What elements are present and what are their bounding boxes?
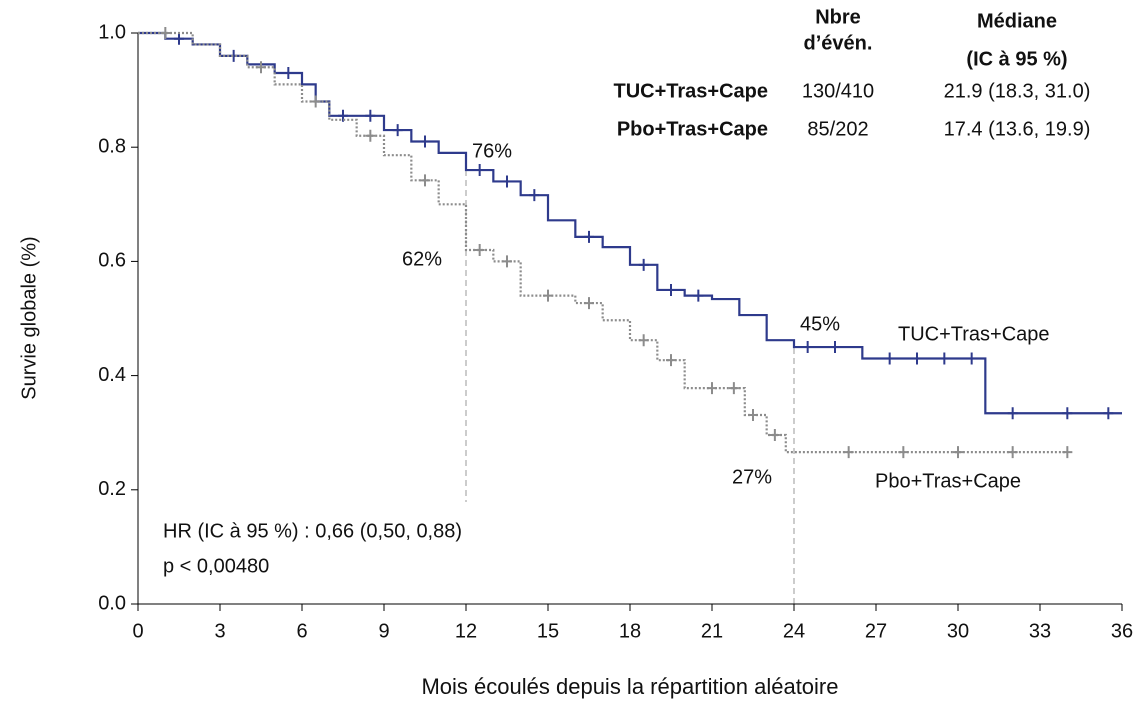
x-tick-label: 24 (783, 620, 805, 642)
censor-mark (174, 32, 184, 45)
table-cell: TUC+Tras+Cape (613, 80, 768, 102)
censor-mark (939, 352, 950, 365)
y-tick-label: 1.0 (98, 21, 126, 43)
censor-mark (474, 243, 485, 256)
y-tick-label: 0.8 (98, 135, 126, 157)
hr-text: HR (IC à 95 %) : 0,66 (0,50, 0,88) (163, 520, 462, 542)
censor-mark (1007, 407, 1018, 420)
censor-mark (365, 129, 376, 142)
censor-mark (160, 27, 171, 39)
table-header: Médiane (977, 10, 1057, 32)
x-tick-label: 15 (537, 620, 559, 642)
x-tick-label: 12 (455, 620, 477, 642)
series-label: Pbo+Tras+Cape (875, 470, 1021, 492)
censor-mark (420, 135, 430, 148)
censor-mark (502, 175, 512, 188)
censor-mark (953, 446, 963, 459)
censor-mark (802, 341, 813, 354)
table-cell: 21.9 (18.3, 31.0) (944, 80, 1091, 102)
censor-mark (1007, 446, 1018, 459)
censor-mark (666, 354, 676, 367)
censor-mark (584, 230, 594, 243)
censor-mark (1062, 407, 1073, 420)
table-cell: 17.4 (13.6, 19.9) (944, 118, 1091, 140)
table-cell: 130/410 (802, 80, 874, 102)
x-axis-title: Mois écoulés depuis la répartition aléat… (421, 674, 838, 699)
p-text: p < 0,00480 (163, 555, 269, 577)
x-tick-label: 0 (132, 620, 143, 642)
table-header: (IC à 95 %) (966, 48, 1067, 70)
censor-mark (1103, 407, 1114, 420)
y-tick-label: 0.0 (98, 592, 126, 614)
x-tick-label: 21 (701, 620, 723, 642)
y-tick-label: 0.4 (98, 364, 126, 386)
annotation: 45% (800, 313, 840, 335)
x-tick-label: 36 (1111, 620, 1133, 642)
censor-mark (474, 164, 485, 177)
x-tick-label: 9 (378, 620, 389, 642)
y-tick-label: 0.6 (98, 250, 126, 272)
censor-mark (898, 446, 909, 459)
annotation: 62% (402, 248, 442, 270)
table-header: Nbre (815, 6, 861, 28)
censor-mark (338, 109, 348, 122)
table-header: d’évén. (804, 32, 873, 54)
table-cell: 85/202 (807, 118, 868, 140)
censor-mark (502, 255, 512, 268)
censor-mark (638, 334, 649, 347)
x-tick-label: 27 (865, 620, 887, 642)
censor-mark (830, 341, 840, 354)
censor-mark (228, 49, 239, 62)
censor-mark (693, 289, 704, 302)
censor-mark (728, 382, 739, 395)
censor-mark (769, 428, 780, 441)
censor-mark (256, 61, 266, 74)
series-label: TUC+Tras+Cape (898, 323, 1050, 345)
x-tick-label: 3 (214, 620, 225, 642)
censor-mark (543, 289, 553, 302)
annotation: 27% (732, 466, 772, 488)
censor-mark (1062, 446, 1073, 459)
censor-mark (666, 283, 676, 296)
x-tick-label: 18 (619, 620, 641, 642)
censor-mark (310, 95, 321, 108)
censor-mark (420, 174, 430, 187)
censor-mark (748, 408, 758, 421)
censor-mark (966, 352, 977, 365)
censor-mark (843, 446, 854, 459)
censor-mark (884, 352, 895, 365)
censor-mark (283, 66, 294, 79)
censor-mark (912, 352, 922, 365)
y-axis-title: Survie globale (%) (18, 236, 40, 399)
x-tick-label: 6 (296, 620, 307, 642)
censor-mark (707, 382, 717, 395)
censor-mark (638, 258, 649, 271)
y-tick-label: 0.2 (98, 478, 126, 500)
censor-mark (584, 297, 594, 310)
censor-mark (392, 124, 403, 137)
x-tick-label: 33 (1029, 620, 1051, 642)
censor-mark (529, 189, 540, 202)
annotation: 76% (472, 140, 512, 162)
x-tick-label: 30 (947, 620, 969, 642)
table-cell: Pbo+Tras+Cape (617, 118, 768, 140)
censor-mark (365, 109, 376, 122)
survival-curve (138, 31, 1068, 454)
